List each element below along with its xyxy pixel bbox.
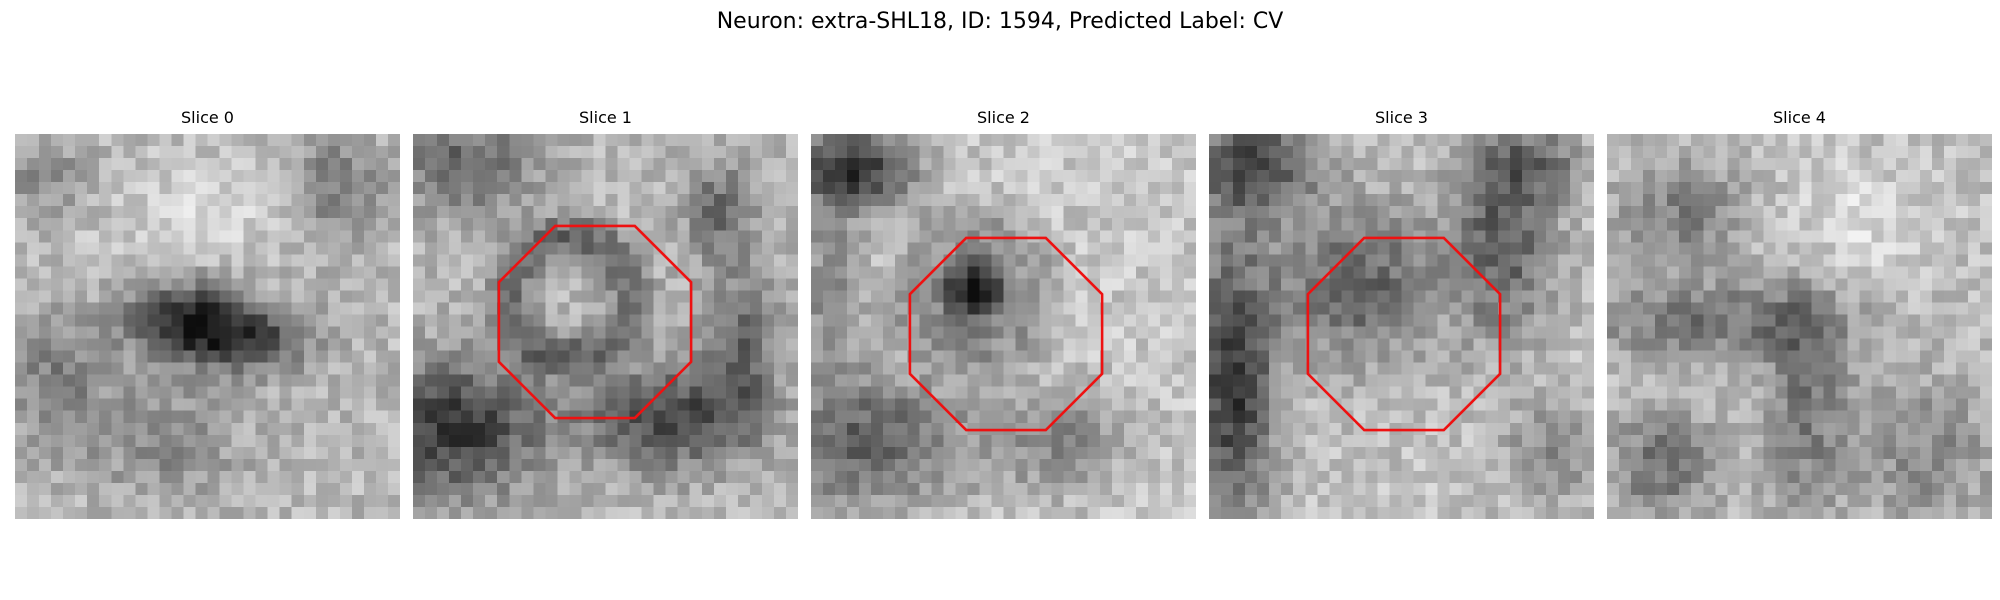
slice-panel-0: Slice 0	[15, 108, 400, 519]
roi-outline	[497, 224, 693, 420]
slice-panel-2: Slice 2	[811, 108, 1196, 519]
slice-panel-4: Slice 4	[1607, 108, 1992, 519]
slice-image	[1607, 134, 1992, 519]
slice-panel-1: Slice 1	[413, 108, 798, 519]
slice-image	[413, 134, 798, 519]
slice-image	[1209, 134, 1594, 519]
slice-title: Slice 2	[977, 108, 1030, 127]
figure-title: Neuron: extra-SHL18, ID: 1594, Predicted…	[716, 9, 1284, 34]
slice-title: Slice 1	[579, 108, 632, 127]
roi-outline	[908, 236, 1104, 432]
roi-outline	[1306, 236, 1502, 432]
slice-image	[15, 134, 400, 519]
slice-panel-3: Slice 3	[1209, 108, 1594, 519]
slice-title: Slice 3	[1375, 108, 1428, 127]
slice-title: Slice 0	[181, 108, 234, 127]
slice-title: Slice 4	[1773, 108, 1826, 127]
slice-image	[811, 134, 1196, 519]
